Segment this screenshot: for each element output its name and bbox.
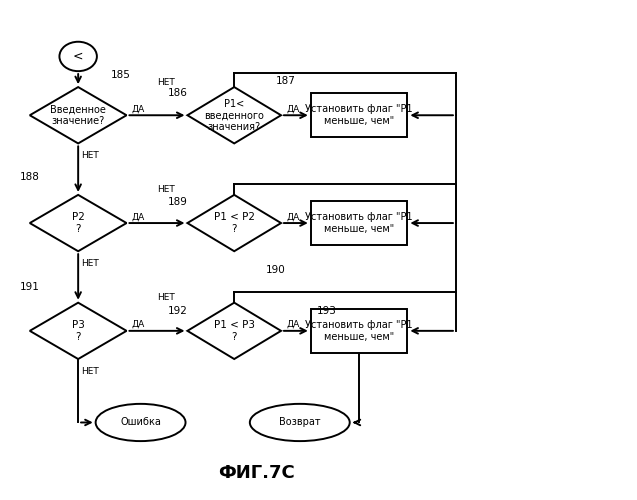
Text: Введенное
значение?: Введенное значение? xyxy=(50,104,106,126)
Text: НЕТ: НЕТ xyxy=(157,293,175,302)
Text: Установить флаг "Р1
меньше, чем": Установить флаг "Р1 меньше, чем" xyxy=(305,212,413,234)
Text: ФИГ.7С: ФИГ.7С xyxy=(218,464,294,482)
Circle shape xyxy=(59,42,97,71)
Polygon shape xyxy=(30,195,127,251)
Text: Р3
?: Р3 ? xyxy=(72,320,85,342)
Text: Р2
?: Р2 ? xyxy=(72,212,85,234)
Text: ДА: ДА xyxy=(286,212,299,221)
Text: 190: 190 xyxy=(266,264,285,274)
Polygon shape xyxy=(187,302,281,359)
Text: ДА: ДА xyxy=(286,320,299,329)
Bar xyxy=(311,309,408,353)
Text: Установить флаг "Р1
меньше, чем": Установить флаг "Р1 меньше, чем" xyxy=(305,104,413,126)
Polygon shape xyxy=(187,87,281,144)
Text: 186: 186 xyxy=(168,88,187,98)
Text: <: < xyxy=(73,50,83,63)
Text: ДА: ДА xyxy=(131,104,145,114)
Text: НЕТ: НЕТ xyxy=(157,186,175,194)
Text: НЕТ: НЕТ xyxy=(82,366,99,376)
Text: 193: 193 xyxy=(317,306,337,316)
Text: 191: 191 xyxy=(20,282,40,292)
Polygon shape xyxy=(187,195,281,251)
Text: Возврат: Возврат xyxy=(279,418,320,428)
Text: 192: 192 xyxy=(168,306,187,316)
Text: НЕТ: НЕТ xyxy=(82,259,99,268)
Text: НЕТ: НЕТ xyxy=(82,151,99,160)
Text: ДА: ДА xyxy=(131,320,145,329)
Ellipse shape xyxy=(250,404,350,441)
Text: 185: 185 xyxy=(111,70,131,80)
Text: ДА: ДА xyxy=(131,212,145,221)
Text: 189: 189 xyxy=(168,198,187,207)
Text: Ошибка: Ошибка xyxy=(120,418,161,428)
Polygon shape xyxy=(30,87,127,144)
Bar xyxy=(311,201,408,245)
Text: ДА: ДА xyxy=(286,104,299,114)
Text: P1 < P3
?: P1 < P3 ? xyxy=(214,320,255,342)
Ellipse shape xyxy=(96,404,185,441)
Text: Установить флаг "Р1
меньше, чем": Установить флаг "Р1 меньше, чем" xyxy=(305,320,413,342)
Text: 187: 187 xyxy=(276,76,296,86)
Polygon shape xyxy=(30,302,127,359)
Text: P1 < P2
?: P1 < P2 ? xyxy=(214,212,255,234)
Text: НЕТ: НЕТ xyxy=(157,78,175,86)
Text: P1<
введенного
значения?: P1< введенного значения? xyxy=(204,98,264,132)
Bar xyxy=(311,93,408,138)
Text: 188: 188 xyxy=(20,172,40,182)
